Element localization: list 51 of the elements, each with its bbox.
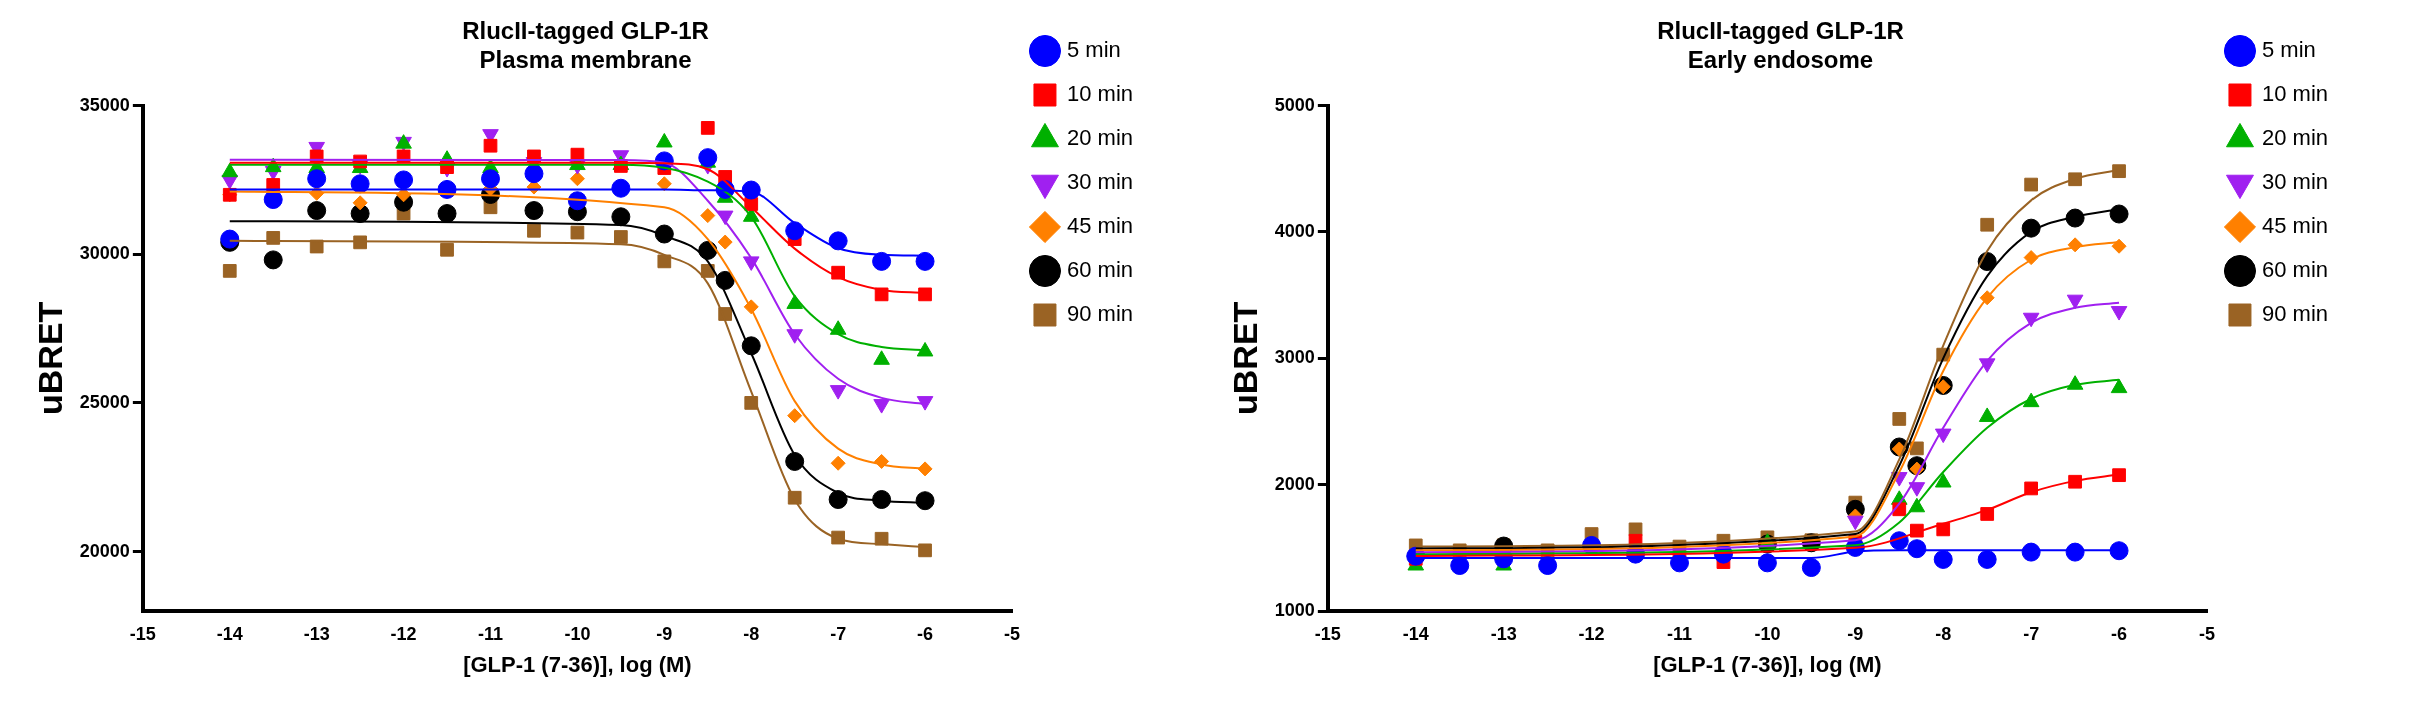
x-tick-label: -7	[2023, 623, 2040, 644]
x-axis-title: [GLP-1 (7-36)], log (M)	[463, 651, 692, 677]
x-tick-label: -14	[216, 623, 243, 644]
legend-label: 90 min	[1066, 301, 1134, 327]
x-tick-label: -8	[743, 623, 760, 644]
x-tick-label: -8	[1935, 623, 1952, 644]
x-tick-label: -12	[1578, 623, 1605, 644]
x-tick-label: -11	[477, 623, 504, 644]
x-tick-label: -9	[656, 623, 673, 644]
x-tick-label: -9	[1847, 623, 1864, 644]
x-tick-label: -6	[917, 623, 934, 644]
legend-label: 45 min	[2261, 213, 2329, 239]
x-tick-label: -7	[830, 623, 847, 644]
y-axis-title: uBRET	[30, 301, 69, 415]
y-tick-label: 25000	[79, 391, 130, 412]
y-tick-label: 2000	[1274, 473, 1315, 494]
chart-title: RlucII-tagged GLP-1R Early endosome	[1657, 17, 1904, 73]
legend-label: 30 min	[1066, 169, 1134, 195]
legend-label: 5 min	[2261, 37, 2316, 63]
legend-label: 90 min	[2261, 301, 2329, 327]
y-tick-label: 4000	[1274, 220, 1315, 241]
legend-label: 20 min	[1066, 125, 1134, 151]
x-tick-label: -12	[390, 623, 417, 644]
legend-label: 5 min	[1066, 37, 1121, 63]
x-tick-label: -15	[1314, 623, 1341, 644]
y-tick-label: 30000	[79, 243, 130, 264]
x-tick-label: -14	[1402, 623, 1429, 644]
legend-label: 10 min	[2261, 81, 2329, 107]
chart-title: RlucII-tagged GLP-1R Plasma membrane	[462, 17, 709, 73]
legend-label: 20 min	[2261, 125, 2329, 151]
x-tick-label: -15	[129, 623, 156, 644]
legend-label: 60 min	[2261, 257, 2329, 283]
x-tick-label: -13	[303, 623, 330, 644]
x-tick-label: -10	[564, 623, 591, 644]
y-axis-title: uBRET	[1225, 301, 1264, 415]
y-tick-label: 3000	[1274, 347, 1315, 368]
x-tick-label: -6	[2111, 623, 2128, 644]
x-tick-label: -11	[1666, 623, 1693, 644]
y-tick-label: 1000	[1274, 599, 1315, 620]
x-axis-title: [GLP-1 (7-36)], log (M)	[1653, 651, 1882, 677]
legend-label: 45 min	[1066, 213, 1134, 239]
x-tick-label: -13	[1490, 623, 1517, 644]
legend-label: 30 min	[2261, 169, 2329, 195]
x-tick-label: -10	[1754, 623, 1781, 644]
legend-label: 10 min	[1066, 81, 1134, 107]
legend-label: 60 min	[1066, 257, 1134, 283]
y-tick-label: 5000	[1274, 94, 1315, 115]
x-tick-label: -5	[2198, 623, 2215, 644]
y-tick-label: 35000	[79, 94, 130, 115]
y-tick-label: 20000	[79, 540, 130, 561]
x-tick-label: -5	[1003, 623, 1020, 644]
